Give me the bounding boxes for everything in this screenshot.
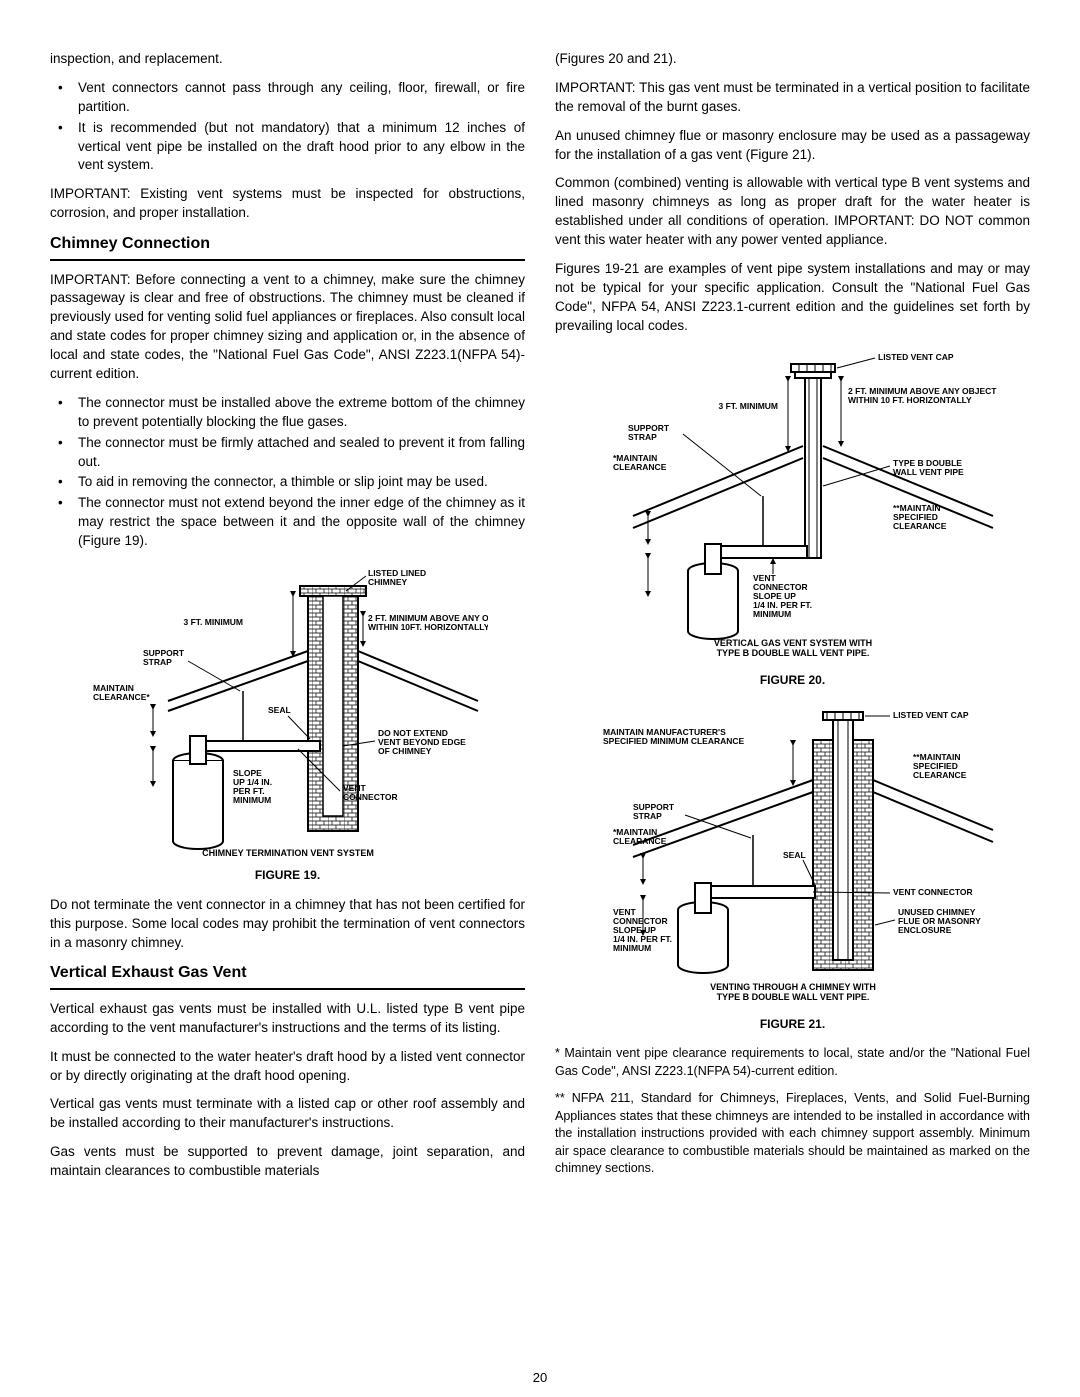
para: Figures 19-21 are examples of vent pipe …: [555, 260, 1030, 336]
svg-text:SLOPEUP 1/4 IN.PER FT.MINIMUM: SLOPEUP 1/4 IN.PER FT.MINIMUM: [233, 768, 272, 805]
svg-text:LISTED VENT CAP: LISTED VENT CAP: [893, 710, 969, 720]
left-column: inspection, and replacement. Vent connec…: [50, 50, 525, 1377]
svg-text:MAINTAINCLEARANCE*: MAINTAINCLEARANCE*: [93, 683, 150, 702]
figure-caption: FIGURE 20.: [555, 672, 1030, 689]
svg-text:TYPE B DOUBLEWALL VENT PIPE: TYPE B DOUBLEWALL VENT PIPE: [893, 458, 964, 477]
figure-21-svg: LISTED VENT CAP MAINTAIN MANUFACTURER'SS…: [573, 700, 1013, 1010]
figure-20: LISTED VENT CAP 2 FT. MINIMUM ABOVE ANY …: [555, 346, 1030, 689]
svg-text:SUPPORTSTRAP: SUPPORTSTRAP: [143, 648, 185, 667]
two-column-layout: inspection, and replacement. Vent connec…: [50, 50, 1030, 1377]
figure-19: LISTED LINEDCHIMNEY 2 FT. MINIMUM ABOVE …: [50, 561, 525, 884]
figure-19-svg: LISTED LINEDCHIMNEY 2 FT. MINIMUM ABOVE …: [88, 561, 488, 861]
para: IMPORTANT: This gas vent must be termina…: [555, 79, 1030, 117]
svg-text:VENTING THROUGH A CHIMNEY WITH: VENTING THROUGH A CHIMNEY WITHTYPE B DOU…: [710, 982, 876, 1002]
svg-text:DO NOT EXTENDVENT BEYOND EDGEO: DO NOT EXTENDVENT BEYOND EDGEOF CHIMNEY: [378, 728, 466, 756]
svg-text:*MAINTAINCLEARANCE: *MAINTAINCLEARANCE: [613, 827, 667, 846]
footnote: * Maintain vent pipe clearance requireme…: [555, 1045, 1030, 1080]
para: Vertical exhaust gas vents must be insta…: [50, 1000, 525, 1038]
page-number: 20: [533, 1370, 547, 1385]
svg-text:3 FT. MINIMUM: 3 FT. MINIMUM: [183, 617, 243, 627]
figure-caption: FIGURE 19.: [50, 867, 525, 884]
svg-text:SEAL: SEAL: [783, 850, 806, 860]
para: inspection, and replacement.: [50, 50, 525, 69]
svg-text:3 FT. MINIMUM: 3 FT. MINIMUM: [718, 401, 778, 411]
svg-text:LISTED VENT CAP: LISTED VENT CAP: [878, 352, 954, 362]
para: Common (combined) venting is allowable w…: [555, 174, 1030, 250]
list-item: Vent connectors cannot pass through any …: [78, 79, 525, 117]
list-item: The connector must not extend beyond the…: [78, 494, 525, 551]
figure-caption: FIGURE 21.: [555, 1016, 1030, 1033]
list-item: To aid in removing the connector, a thim…: [78, 473, 525, 492]
list-item: The connector must be installed above th…: [78, 394, 525, 432]
para: Gas vents must be supported to prevent d…: [50, 1143, 525, 1181]
right-column: (Figures 20 and 21). IMPORTANT: This gas…: [555, 50, 1030, 1377]
svg-text:MAINTAIN MANUFACTURER'SSPECIFI: MAINTAIN MANUFACTURER'SSPECIFIED MINIMUM…: [603, 727, 745, 746]
para: Do not terminate the vent connector in a…: [50, 896, 525, 953]
figure-20-svg: LISTED VENT CAP 2 FT. MINIMUM ABOVE ANY …: [573, 346, 1013, 666]
list-item: The connector must be firmly attached an…: [78, 434, 525, 472]
svg-text:VENT CONNECTOR: VENT CONNECTOR: [893, 887, 973, 897]
svg-text:CHIMNEY TERMINATION VENT SYSTE: CHIMNEY TERMINATION VENT SYSTEM: [202, 848, 374, 858]
section-heading: Chimney Connection: [50, 233, 525, 260]
svg-text:*MAINTAINCLEARANCE: *MAINTAINCLEARANCE: [613, 453, 667, 472]
para: IMPORTANT: Existing vent systems must be…: [50, 185, 525, 223]
bullet-list: Vent connectors cannot pass through any …: [50, 79, 525, 175]
figure-21: LISTED VENT CAP MAINTAIN MANUFACTURER'SS…: [555, 700, 1030, 1033]
section-heading: Vertical Exhaust Gas Vent: [50, 962, 525, 989]
para: It must be connected to the water heater…: [50, 1048, 525, 1086]
svg-text:SEAL: SEAL: [268, 705, 291, 715]
svg-text:LISTED LINEDCHIMNEY: LISTED LINEDCHIMNEY: [368, 568, 426, 587]
svg-text:**MAINTAINSPECIFIEDCLEARANCE: **MAINTAINSPECIFIEDCLEARANCE: [893, 503, 947, 531]
svg-text:VERTICAL GAS VENT SYSTEM WITHT: VERTICAL GAS VENT SYSTEM WITHTYPE B DOUB…: [713, 638, 871, 658]
para: IMPORTANT: Before connecting a vent to a…: [50, 271, 525, 384]
para: (Figures 20 and 21).: [555, 50, 1030, 69]
svg-text:SUPPORTSTRAP: SUPPORTSTRAP: [628, 423, 670, 442]
footnote: ** NFPA 211, Standard for Chimneys, Fire…: [555, 1090, 1030, 1178]
bullet-list: The connector must be installed above th…: [50, 394, 525, 551]
svg-text:2 FT. MINIMUM ABOVE ANY OBJECT: 2 FT. MINIMUM ABOVE ANY OBJECTWITHIN 10F…: [368, 613, 488, 632]
list-item: It is recommended (but not mandatory) th…: [78, 119, 525, 176]
para: Vertical gas vents must terminate with a…: [50, 1095, 525, 1133]
svg-text:VENTCONNECTORSLOPE UP1/4 IN. P: VENTCONNECTORSLOPE UP1/4 IN. PER FT.MINI…: [753, 573, 812, 619]
svg-text:SUPPORTSTRAP: SUPPORTSTRAP: [633, 802, 675, 821]
svg-text:**MAINTAINSPECIFIEDCLEARANCE: **MAINTAINSPECIFIEDCLEARANCE: [913, 752, 967, 780]
para: An unused chimney flue or masonry enclos…: [555, 127, 1030, 165]
svg-text:2 FT. MINIMUM ABOVE ANY OBJECT: 2 FT. MINIMUM ABOVE ANY OBJECTWITHIN 10 …: [848, 386, 997, 405]
svg-text:UNUSED CHIMNEYFLUE OR MASONRYE: UNUSED CHIMNEYFLUE OR MASONRYENCLOSURE: [898, 907, 981, 935]
svg-text:VENTCONNECTOR: VENTCONNECTOR: [343, 783, 398, 802]
